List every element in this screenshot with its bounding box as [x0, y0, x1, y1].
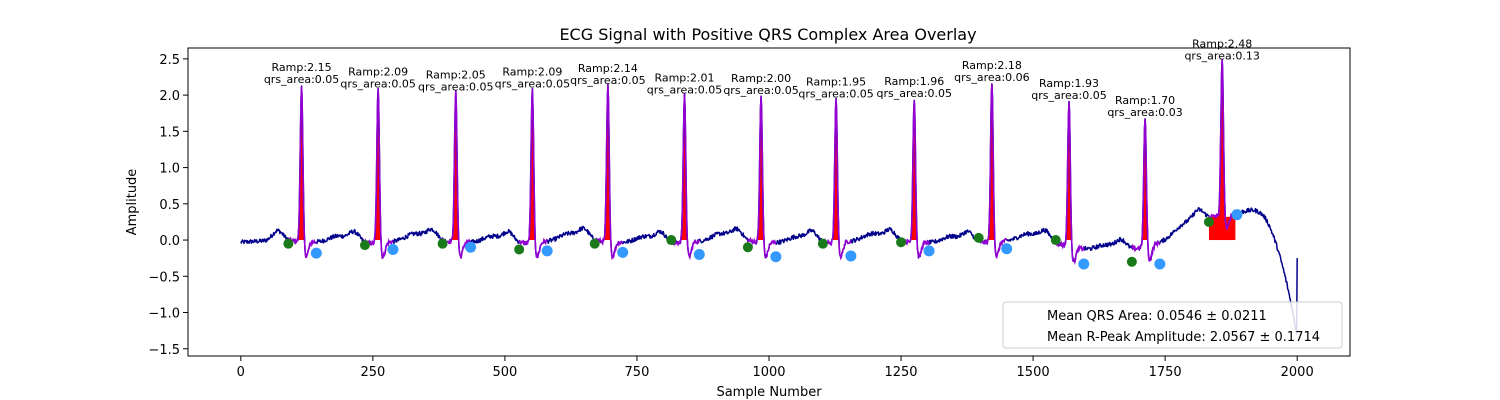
y-tick-label: 2.0 [159, 89, 180, 104]
qrs-area-annotation: qrs_area:0.05 [647, 83, 722, 96]
qrs-segment-line [1055, 101, 1085, 266]
x-axis-label: Sample Number [716, 385, 822, 400]
s-point-marker [1231, 209, 1243, 221]
qrs-area-annotation: qrs_area:0.05 [418, 80, 493, 93]
y-axis-label: Amplitude [125, 169, 140, 236]
s-point-marker [310, 247, 322, 259]
axes: 0 250 500 750 1000 1250 1500 1750 2000 −1.5 −1.0 −0… [148, 53, 1313, 380]
q-point-marker [973, 232, 984, 243]
r-amplitude-annotation: Ramp:2.48 [1192, 37, 1252, 50]
legend: Mean QRS Area: 0.0546 ± 0.0211 Mean R-Pe… [1002, 301, 1343, 349]
qrs-area-annotation: qrs_area:0.05 [570, 74, 645, 87]
qrs-segment-line [441, 90, 471, 259]
qrs-segment-line [1131, 118, 1161, 262]
legend-entry-mean-qrs-area: Mean QRS Area: 0.0546 ± 0.0211 [1047, 309, 1267, 324]
q-point-marker [514, 244, 525, 255]
r-amplitude-annotation: Ramp:2.14 [578, 62, 638, 75]
qrs-area-annotation: qrs_area:0.05 [495, 78, 570, 91]
r-amplitude-annotation: Ramp:2.09 [348, 66, 408, 79]
s-point-marker [541, 245, 553, 257]
r-amplitude-annotation: Ramp:1.70 [1115, 94, 1175, 107]
y-tick-label: −0.5 [148, 270, 180, 285]
y-tick-label: 0.5 [159, 198, 180, 213]
x-tick-label: 1250 [884, 365, 917, 380]
r-amplitude-annotation: Ramp:1.93 [1039, 77, 1099, 90]
r-amplitude-annotation: Ramp:1.95 [806, 76, 866, 89]
qrs-area-annotation: qrs_area:0.05 [264, 73, 339, 86]
r-amplitude-annotation: Ramp:2.18 [962, 59, 1022, 72]
s-point-marker [617, 246, 629, 258]
qrs-segment-line [594, 84, 624, 261]
qrs-area-annotation: qrs_area:0.05 [877, 87, 952, 100]
qrs-area-annotation: qrs_area:0.13 [1184, 49, 1259, 62]
s-point-marker [1154, 258, 1166, 270]
qrs-area-annotation: qrs_area:0.05 [1031, 89, 1106, 102]
r-amplitude-annotation: Ramp:2.00 [731, 72, 791, 85]
y-tick-label: −1.0 [148, 307, 180, 322]
qrs-segment-line [287, 86, 317, 259]
q-point-marker [742, 242, 753, 253]
s-point-marker [465, 241, 477, 253]
q-point-marker [589, 238, 600, 249]
s-point-marker [923, 245, 935, 257]
qrs-area-annotation: qrs_area:0.05 [340, 78, 415, 91]
q-point-marker [359, 240, 370, 251]
qrs-area-annotation: qrs_area:0.05 [723, 84, 798, 97]
q-point-marker [666, 235, 677, 246]
s-point-marker [770, 251, 782, 263]
r-amplitude-annotation: Ramp:2.05 [426, 68, 486, 81]
x-tick-label: 0 [237, 365, 245, 380]
qrs-segment-line [747, 96, 777, 259]
x-tick-label: 750 [625, 365, 650, 380]
qrs-area-annotation: qrs_area:0.06 [954, 71, 1029, 84]
legend-entry-mean-r-peak-amplitude: Mean R-Peak Amplitude: 2.0567 ± 0.1714 [1047, 330, 1320, 345]
q-point-marker [1203, 216, 1214, 227]
s-point-marker [1078, 258, 1090, 270]
r-amplitude-annotation: Ramp:2.15 [272, 61, 332, 74]
qrs-segment-line [364, 88, 394, 260]
x-tick-label: 500 [492, 365, 517, 380]
x-tick-label: 2000 [1281, 365, 1314, 380]
s-point-marker [693, 249, 705, 261]
r-amplitude-annotation: Ramp:1.96 [884, 75, 944, 88]
q-point-marker [817, 238, 828, 249]
q-point-marker [437, 238, 448, 249]
qrs-area-annotation: qrs_area:0.05 [798, 88, 873, 101]
r-amplitude-annotation: Ramp:2.01 [654, 71, 714, 84]
x-tick-label: 250 [360, 365, 385, 380]
y-tick-label: 1.0 [159, 162, 180, 177]
qrs-segment-line [518, 88, 548, 259]
q-point-marker [283, 238, 294, 249]
y-tick-label: 0.0 [159, 234, 180, 249]
y-tick-label: 1.5 [159, 125, 180, 140]
s-point-marker [845, 250, 857, 262]
x-tick-label: 1750 [1149, 365, 1182, 380]
qrs-segment-line [978, 83, 1008, 260]
q-point-marker [896, 237, 907, 248]
y-tick-label: 2.5 [159, 53, 180, 68]
r-amplitude-annotation: Ramp:2.09 [502, 66, 562, 79]
legend-box [1002, 301, 1343, 349]
x-tick-label: 1000 [752, 365, 785, 380]
s-point-marker [387, 243, 399, 255]
chart-title: ECG Signal with Positive QRS Complex Are… [559, 25, 976, 44]
qrs-area-annotation: qrs_area:0.03 [1107, 106, 1182, 119]
s-point-marker [1001, 243, 1013, 255]
y-tick-label: −1.5 [148, 343, 180, 358]
plot-area: Ramp:2.15qrs_area:0.05Ramp:2.09qrs_area:… [240, 37, 1298, 336]
q-point-marker [1126, 256, 1137, 267]
q-point-marker [1050, 235, 1061, 246]
x-tick-label: 1500 [1017, 365, 1050, 380]
